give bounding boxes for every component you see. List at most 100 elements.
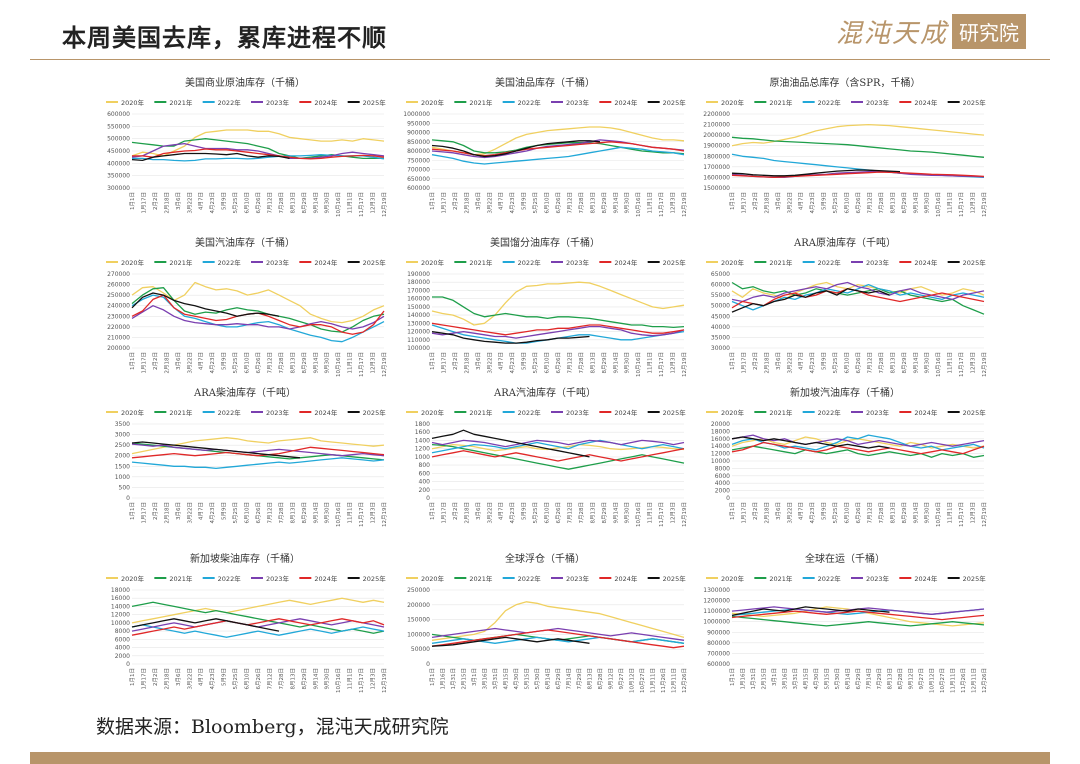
x-tick-label: 4月23日 [809, 352, 816, 374]
x-tick-label: 2月2日 [152, 502, 159, 520]
x-tick-label: 5月15日 [824, 668, 831, 690]
x-tick-label: 11月17日 [358, 352, 365, 377]
y-tick-label: 250000 [407, 587, 430, 594]
legend-label: 2023年 [566, 258, 590, 267]
x-tick-label: 12月3日 [670, 502, 677, 524]
y-tick-label: 0 [426, 661, 430, 668]
y-tick-label: 700000 [407, 167, 430, 174]
x-tick-label: 11月11日 [650, 668, 657, 693]
x-tick-label: 2月2日 [752, 352, 759, 370]
x-tick-label: 6月10日 [844, 192, 851, 214]
legend-label: 2025年 [363, 408, 387, 417]
series-line [431, 439, 685, 454]
x-tick-label: 2月18日 [463, 352, 470, 374]
x-tick-label: 4月30日 [813, 668, 820, 690]
y-tick-label: 14000 [711, 443, 730, 450]
chart-svg-5: ARA原油库存（千吨） 2020年 2021年 2022年 2023年 2024年 2025… [706, 236, 988, 377]
x-tick-label: 8月29日 [901, 192, 908, 214]
x-tick-label: 9月30日 [324, 352, 331, 374]
series-line [431, 325, 685, 339]
x-tick-label: 1月17日 [440, 192, 447, 214]
chart-2: 原油油品总库存（含SPR，千桶） 2020年 2021年 2022年 2023年 2024… [700, 72, 990, 232]
legend-label: 2023年 [266, 574, 290, 583]
x-tick-label: 4月7日 [798, 352, 805, 370]
chart-6: ARA柴油库存（千吨） 2020年 2021年 2022年 2023年 2024年 2025… [100, 382, 390, 542]
x-tick-label: 2月18日 [763, 502, 770, 524]
legend-label: 2022年 [818, 258, 842, 267]
x-tick-label: 12月19日 [381, 668, 388, 693]
x-tick-label: 6月10日 [544, 502, 551, 524]
chart-4: 美国馏分油库存（千桶） 2020年 2021年 2022年 2023年 2024年 2025… [400, 232, 690, 392]
y-tick-label: 18000 [711, 428, 730, 435]
x-tick-label: 10月16日 [635, 192, 642, 217]
series-line [431, 146, 685, 165]
series-line [431, 629, 685, 649]
legend-label: 2021年 [169, 574, 193, 583]
x-tick-label: 4月7日 [798, 502, 805, 520]
x-tick-label: 11月1日 [647, 352, 654, 374]
series-line [731, 283, 985, 311]
x-tick-label: 8月13日 [587, 668, 594, 690]
y-tick-label: 10000 [711, 458, 730, 465]
x-tick-label: 10月27日 [939, 668, 946, 693]
x-tick-label: 9月27日 [918, 668, 925, 690]
x-tick-label: 9月14日 [612, 352, 619, 374]
x-tick-label: 1月1日 [729, 352, 736, 370]
legend-label: 2025年 [963, 98, 987, 107]
x-tick-label: 7月12日 [566, 502, 573, 524]
y-tick-label: 2000 [715, 488, 730, 495]
legend-label: 2024年 [914, 258, 938, 267]
x-tick-label: 1月1日 [429, 352, 436, 370]
x-tick-label: 11月17日 [958, 192, 965, 217]
x-tick-label: 12月3日 [370, 192, 377, 214]
x-tick-label: 5月25日 [832, 192, 839, 214]
x-tick-label: 4月7日 [198, 668, 205, 686]
x-tick-label: 6月29日 [855, 668, 862, 690]
legend-label: 2024年 [614, 258, 638, 267]
x-tick-label: 6月14日 [845, 668, 852, 690]
y-tick-label: 1100000 [703, 608, 730, 615]
series-line [131, 305, 385, 330]
x-tick-label: 11月17日 [958, 502, 965, 527]
x-tick-label: 3月31日 [492, 668, 499, 690]
x-tick-label: 7月12日 [266, 502, 273, 524]
x-tick-label: 1月31日 [450, 668, 457, 690]
x-tick-label: 5月25日 [232, 352, 239, 374]
x-tick-label: 4月7日 [798, 192, 805, 210]
x-tick-label: 7月28日 [578, 192, 585, 214]
series-line [131, 618, 385, 636]
x-tick-label: 7月12日 [266, 668, 273, 690]
x-tick-label: 6月14日 [545, 668, 552, 690]
x-tick-label: 12月19日 [981, 502, 988, 527]
x-tick-label: 4月23日 [809, 502, 816, 524]
legend-label: 2023年 [866, 408, 890, 417]
chart-title: 美国馏分油库存（千桶） [490, 236, 600, 249]
logo-box-text: 研究院 [952, 13, 1026, 49]
x-tick-label: 8月29日 [601, 192, 608, 214]
series-line [131, 618, 385, 632]
legend-label: 2020年 [121, 258, 145, 267]
series-line [731, 169, 901, 177]
x-tick-label: 8月13日 [589, 352, 596, 374]
chart-title: 美国汽油库存（千桶） [195, 236, 295, 249]
x-tick-label: 6月10日 [244, 668, 251, 690]
y-tick-label: 1600000 [703, 174, 730, 181]
x-tick-label: 5月25日 [532, 502, 539, 524]
x-tick-label: 1月1日 [429, 192, 436, 210]
x-tick-label: 1月1日 [429, 668, 436, 686]
x-tick-label: 7月12日 [566, 192, 573, 214]
legend-label: 2021年 [769, 408, 793, 417]
x-tick-label: 11月1日 [947, 352, 954, 374]
y-tick-label: 180000 [407, 279, 430, 286]
legend-label: 2025年 [363, 98, 387, 107]
x-tick-label: 11月26日 [960, 668, 967, 693]
x-tick-label: 9月30日 [324, 192, 331, 214]
y-tick-label: 200000 [107, 345, 130, 352]
x-tick-label: 9月30日 [324, 668, 331, 690]
x-tick-label: 10月16日 [335, 668, 342, 693]
x-tick-label: 1月17日 [140, 192, 147, 214]
legend-label: 2020年 [121, 408, 145, 417]
y-tick-label: 2500 [115, 442, 130, 449]
x-tick-label: 11月1日 [947, 192, 954, 214]
x-tick-label: 5月9日 [521, 502, 528, 520]
